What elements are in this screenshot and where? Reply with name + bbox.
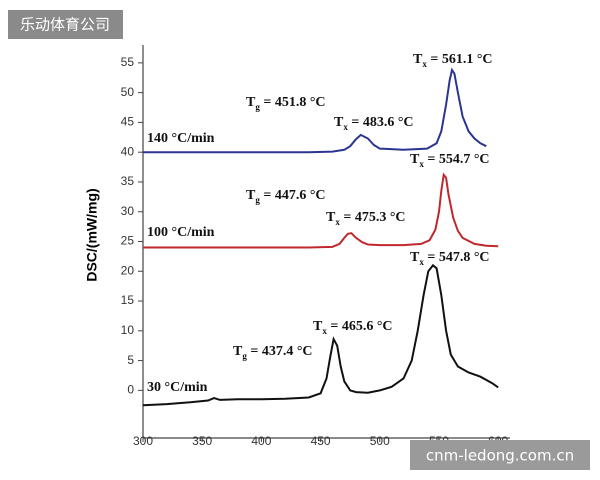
annotation-symbol: T — [326, 210, 336, 225]
annotation: Tx = 465.6 °C — [313, 319, 393, 336]
annotation-text: = 451.8 °C — [260, 95, 326, 110]
x-tick-label: 400 — [251, 434, 271, 448]
annotation: Tg = 447.6 °C — [246, 188, 326, 205]
x-tick-label: 450 — [311, 434, 331, 448]
watermark: 乐动体育公司 — [20, 16, 110, 34]
watermark: cnm-ledong.com.cn — [426, 447, 574, 465]
annotation-symbol: T — [233, 344, 243, 359]
series-line — [142, 263, 499, 407]
plot: 0510152025303540455055300350400450500550… — [121, 52, 509, 448]
annotation-symbol: T — [246, 95, 256, 110]
series-line — [143, 67, 487, 154]
annotation: Tx = 547.8 °C — [410, 250, 490, 267]
x-tick-label: 350 — [192, 434, 212, 448]
annotation-symbol: T — [410, 152, 420, 167]
annotation: Tx = 475.3 °C — [326, 210, 406, 227]
y-tick-label: 10 — [121, 323, 135, 337]
y-tick-label: 40 — [121, 144, 135, 158]
annotation-text: = 437.4 °C — [247, 344, 313, 359]
annotation-symbol: T — [246, 188, 256, 203]
annotation-text: = 447.6 °C — [260, 188, 326, 203]
annotation-subscript: x — [343, 122, 348, 132]
annotation-symbol: T — [413, 52, 423, 67]
watermark-box — [8, 10, 123, 39]
series-line — [143, 172, 499, 249]
annotation-symbol: T — [313, 319, 323, 334]
annotation: Tx = 483.6 °C — [334, 115, 414, 132]
series-label: 100 °C/min — [147, 225, 215, 240]
series-label: 30 °C/min — [147, 380, 208, 395]
annotation-text: = 475.3 °C — [340, 210, 406, 225]
annotation-subscript: x — [419, 159, 424, 169]
y-tick-label: 20 — [121, 263, 135, 277]
annotation-text: = 547.8 °C — [424, 250, 490, 265]
annotation-text: = 465.6 °C — [327, 319, 393, 334]
y-tick-label: 45 — [121, 115, 135, 129]
y-tick-label: 0 — [127, 383, 134, 397]
y-tick-label: 5 — [127, 353, 134, 367]
x-tick-label: 300 — [133, 434, 153, 448]
series-label: 140 °C/min — [147, 131, 215, 146]
annotation: Tx = 554.7 °C — [410, 152, 490, 169]
annotation: Tg = 451.8 °C — [246, 95, 326, 112]
annotation: Tg = 437.4 °C — [233, 344, 313, 361]
y-tick-label: 25 — [121, 234, 135, 248]
annotation: Tx = 561.1 °C — [413, 52, 493, 69]
annotation-subscript: g — [242, 351, 247, 361]
annotation-subscript: x — [335, 217, 340, 227]
annotation-text: = 561.1 °C — [427, 52, 493, 67]
watermark-box — [410, 440, 590, 470]
annotation-subscript: x — [322, 326, 327, 336]
y-tick-label: 50 — [121, 85, 135, 99]
annotation-symbol: T — [410, 250, 420, 265]
y-tick-label: 15 — [121, 293, 135, 307]
annotation-subscript: g — [255, 102, 260, 112]
annotation-subscript: g — [255, 195, 260, 205]
y-tick-label: 35 — [121, 174, 135, 188]
annotation-text: = 554.7 °C — [424, 152, 490, 167]
y-axis-label: DSC/(mW/mg) — [84, 188, 100, 281]
y-tick-label: 30 — [121, 204, 135, 218]
annotation-subscript: x — [422, 59, 427, 69]
annotation-text: = 483.6 °C — [348, 115, 414, 130]
x-tick-label: 500 — [370, 434, 390, 448]
y-tick-label: 55 — [121, 55, 135, 69]
annotation-symbol: T — [334, 115, 344, 130]
annotation-subscript: x — [419, 257, 424, 267]
